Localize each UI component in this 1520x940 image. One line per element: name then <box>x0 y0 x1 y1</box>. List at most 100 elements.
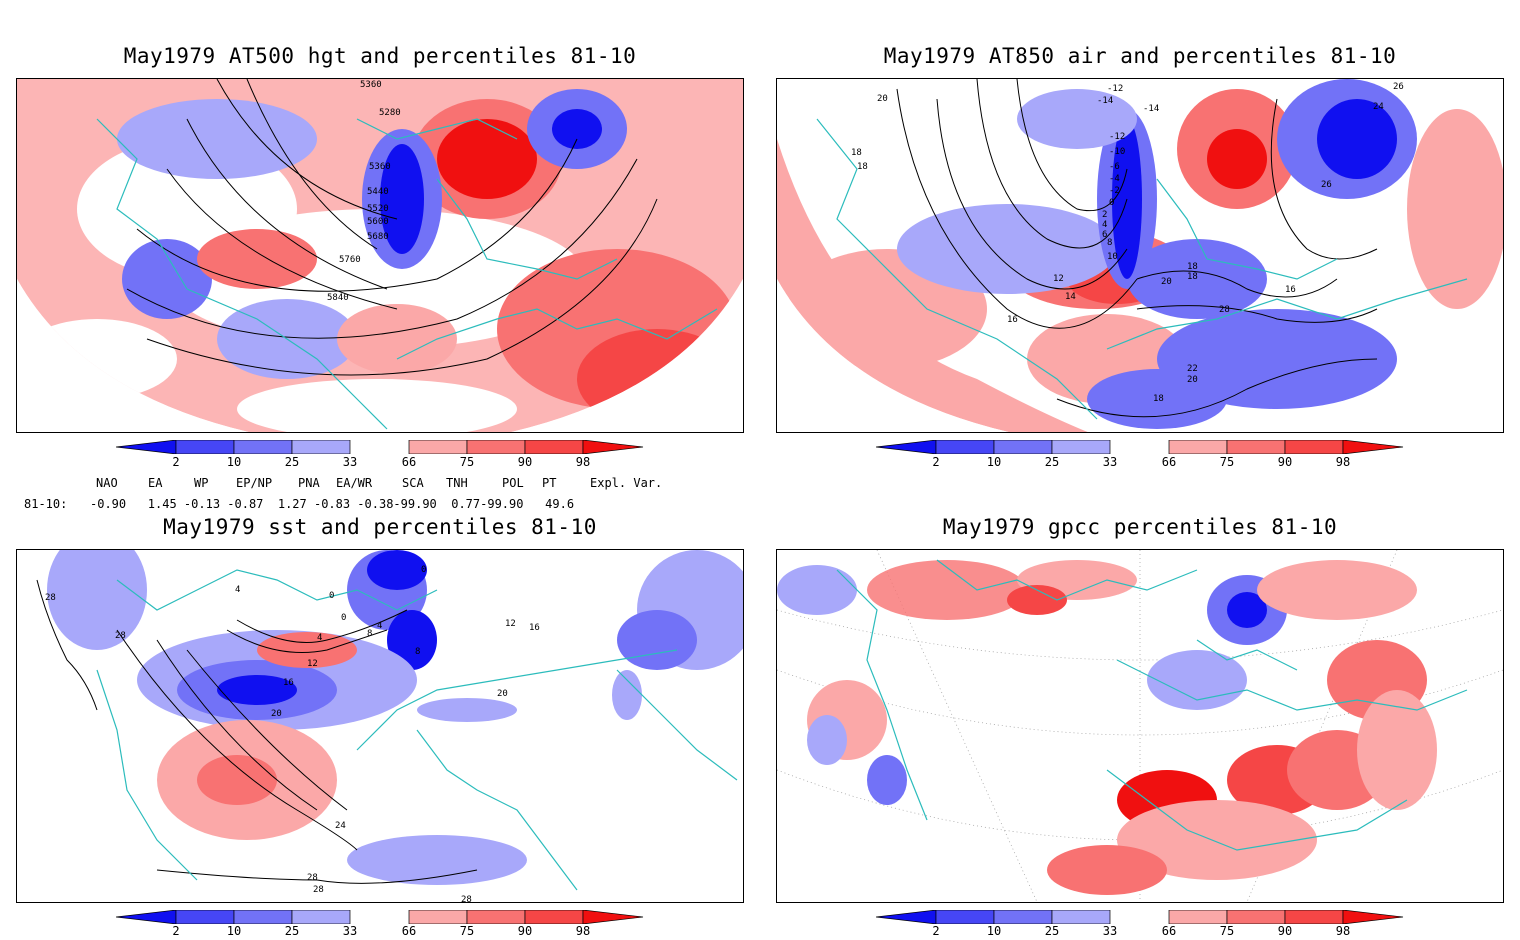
colorbar-hgt500-tick: 2 <box>172 455 180 469</box>
contour-label: 24 <box>335 821 346 831</box>
colorbar-air850-tick: 33 <box>1102 455 1118 469</box>
colorbar-gpcc-tick: 90 <box>1277 924 1293 938</box>
colorbar-sst-tick: 66 <box>401 924 417 938</box>
contour-label: 20 <box>497 689 508 699</box>
contour-label: 26 <box>1321 180 1332 190</box>
colorbar-sst-tick: 75 <box>459 924 475 938</box>
index-header: EP/NP <box>236 476 273 490</box>
contour-label: 4 <box>377 621 382 631</box>
contour-label: 20 <box>1187 375 1198 385</box>
colorbar-air850-tick: 75 <box>1219 455 1235 469</box>
contour-label: -2 <box>1109 186 1120 196</box>
index-header: SCA <box>402 476 424 490</box>
map-air850-svg: -12 -14 -14 -12 -10 -6 -4 -2 0 2 4 6 8 1… <box>777 79 1503 432</box>
contour-label: 12 <box>307 659 318 669</box>
colorbar-hgt500-tick: 90 <box>517 455 533 469</box>
contour-label: 0 <box>1109 198 1114 208</box>
map-hgt500-svg: 5360 5280 5360 5440 5520 5600 5680 5760 … <box>17 79 743 432</box>
contour-label: -14 <box>1143 104 1159 114</box>
contour-label: 5600 <box>367 217 389 227</box>
contour-label: 14 <box>1065 292 1076 302</box>
colorbar-hgt500-tick: 66 <box>401 455 417 469</box>
contour-label: -14 <box>1097 96 1113 106</box>
map-sst: 28 28 4 0 0 4 8 4 8 12 16 20 24 28 28 28… <box>16 549 744 903</box>
colorbar-hgt500-tick: 98 <box>575 455 591 469</box>
contour-label: 12 <box>505 619 516 629</box>
colorbar-gpcc-tick: 25 <box>1044 924 1060 938</box>
index-header: Expl. Var. <box>590 476 663 490</box>
contour-label: 8 <box>415 647 420 657</box>
contour-label: 8 <box>1107 238 1112 248</box>
contour-label: 5440 <box>367 187 389 197</box>
contour-label: 18 <box>1187 262 1198 272</box>
contour-label: -6 <box>1109 162 1120 172</box>
contour-label: 8 <box>367 629 372 639</box>
contour-label: 28 <box>313 885 324 895</box>
contour-label: 28 <box>45 593 56 603</box>
contour-label: 0 <box>329 591 334 601</box>
map-sst-svg: 28 28 4 0 0 4 8 4 8 12 16 20 24 28 28 28… <box>17 550 743 902</box>
contour-label: -12 <box>1107 84 1123 94</box>
contour-label: 5680 <box>367 232 389 242</box>
colorbar-air850-tick: 66 <box>1161 455 1177 469</box>
contour-label: 24 <box>1373 102 1384 112</box>
panel-title-sst: May1979 sst and percentiles 81-10 <box>163 515 597 539</box>
panel-title-hgt500: May1979 AT500 hgt and percentiles 81-10 <box>123 44 637 68</box>
contour-label: 4 <box>1102 220 1107 230</box>
index-header: EA/WR <box>336 476 373 490</box>
index-header: NAO <box>96 476 118 490</box>
colorbar-air850-tick: 25 <box>1044 455 1060 469</box>
contour-label: 20 <box>1161 277 1172 287</box>
colorbar-air850-tick: 90 <box>1277 455 1293 469</box>
colorbar-gpcc-tick: 98 <box>1335 924 1351 938</box>
colorbar-air850-tick: 10 <box>986 455 1002 469</box>
colorbar-hgt500-tick: 33 <box>342 455 358 469</box>
contour-label: 28 <box>461 895 472 902</box>
map-hgt500: 5360 5280 5360 5440 5520 5600 5680 5760 … <box>16 78 744 433</box>
contour-label: 16 <box>1285 285 1296 295</box>
contour-label: 28 <box>115 631 126 641</box>
contour-label: -12 <box>1109 132 1125 142</box>
contour-label: 5360 <box>369 162 391 172</box>
colorbar-gpcc-tick: 10 <box>986 924 1002 938</box>
map-air850: -12 -14 -14 -12 -10 -6 -4 -2 0 2 4 6 8 1… <box>776 78 1504 433</box>
contour-label: 18 <box>857 162 868 172</box>
contour-label: 16 <box>283 678 294 688</box>
colorbar-gpcc-tick: 2 <box>932 924 940 938</box>
index-header: WP <box>194 476 209 490</box>
colorbar-sst <box>116 910 644 924</box>
colorbar-air850-tick: 98 <box>1335 455 1351 469</box>
contour-label: 5760 <box>339 255 361 265</box>
contour-label: 22 <box>1187 364 1198 374</box>
colorbar-sst-tick: 10 <box>226 924 242 938</box>
panel-title-gpcc: May1979 gpcc percentiles 81-10 <box>942 515 1338 539</box>
index-header: POL <box>502 476 524 490</box>
colorbar-gpcc-tick: 75 <box>1219 924 1235 938</box>
contour-label: 5840 <box>327 293 349 303</box>
colorbar-hgt500 <box>116 440 644 454</box>
contour-label: 26 <box>1393 82 1404 92</box>
contour-label: 16 <box>1007 315 1018 325</box>
colorbar-gpcc-tick: 33 <box>1102 924 1118 938</box>
contour-label: 18 <box>1187 272 1198 282</box>
colorbar-air850 <box>876 440 1404 454</box>
contour-label: 10 <box>1107 252 1118 262</box>
colorbar-hgt500-tick: 25 <box>284 455 300 469</box>
index-values: -0.90 1.45 -0.13 -0.87 1.27 -0.83 -0.38-… <box>90 497 575 511</box>
index-header: PT <box>542 476 557 490</box>
colorbar-sst-tick: 25 <box>284 924 300 938</box>
index-header: PNA <box>298 476 320 490</box>
contour-label: 28 <box>307 873 318 883</box>
contour-label: 5280 <box>379 108 401 118</box>
map-gpcc-svg <box>777 550 1503 902</box>
colorbar-air850-tick: 2 <box>932 455 940 469</box>
contour-label: 5520 <box>367 204 389 214</box>
contour-label: 16 <box>529 623 540 633</box>
colorbar-hgt500-tick: 75 <box>459 455 475 469</box>
contour-label: 4 <box>317 633 322 643</box>
contour-label: 20 <box>877 94 888 104</box>
contour-label: 18 <box>851 148 862 158</box>
panel-title-air850: May1979 AT850 air and percentiles 81-10 <box>883 44 1397 68</box>
index-row-label: 81-10: <box>24 497 68 511</box>
map-gpcc <box>776 549 1504 903</box>
